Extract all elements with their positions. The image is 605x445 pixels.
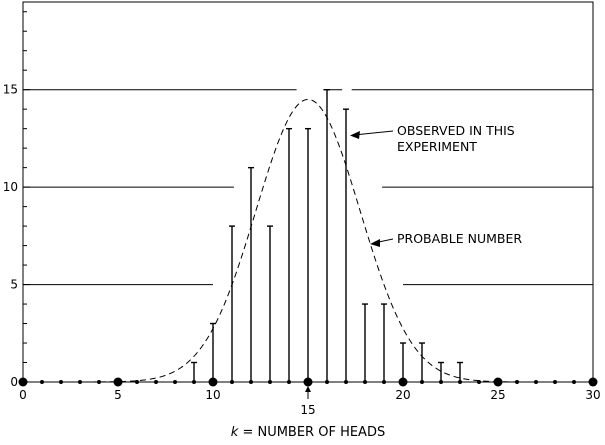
observed-point: [534, 380, 538, 384]
x-tick-label: 10: [205, 388, 220, 402]
observed-point: [230, 380, 234, 384]
observed-point: [18, 377, 28, 387]
x-tick-label: 20: [395, 388, 410, 402]
observed-point: [268, 380, 272, 384]
observed-point: [173, 380, 177, 384]
annotations: OBSERVED IN THIS EXPERIMENT PROBABLE NUM…: [350, 123, 522, 247]
observed-point: [303, 377, 313, 387]
x-marker-label: 15: [300, 403, 315, 417]
observed-point: [208, 377, 218, 387]
observed-point: [398, 377, 408, 387]
x-marker-arrow-head: [305, 386, 311, 392]
x-tick-label: 30: [585, 388, 600, 402]
observed-point: [192, 380, 196, 384]
observed-point: [572, 380, 576, 384]
observed-point: [439, 380, 443, 384]
y-tick-label: 15: [3, 83, 18, 97]
observed-point: [420, 380, 424, 384]
observed-point: [458, 380, 462, 384]
x-tick-label: 0: [19, 388, 27, 402]
observed-point: [113, 377, 123, 387]
observed-stems: [18, 88, 598, 387]
observed-point: [78, 380, 82, 384]
annotation-probable: PROBABLE NUMBER: [397, 231, 522, 246]
observed-point: [325, 380, 329, 384]
annotation-observed-arrowhead: [350, 131, 360, 139]
observed-point: [154, 380, 158, 384]
observed-point: [515, 380, 519, 384]
x-axis-label-var: k: [231, 425, 239, 440]
x-tick-label: 25: [490, 388, 505, 402]
y-tick-label: 5: [10, 278, 18, 292]
annotation-observed-arrow: [353, 130, 394, 136]
observed-point: [344, 380, 348, 384]
observed-point: [493, 377, 503, 387]
observed-point: [287, 380, 291, 384]
observed-point: [588, 377, 598, 387]
y-tick-label: 10: [3, 180, 18, 194]
observed-point: [382, 380, 386, 384]
annotation-probable-arrowhead: [370, 239, 380, 247]
x-axis-label: k = NUMBER OF HEADS: [231, 425, 385, 440]
observed-point: [363, 380, 367, 384]
observed-point: [477, 380, 481, 384]
x-tick-label: 5: [114, 388, 122, 402]
observed-point: [553, 380, 557, 384]
ticks: 0 5 10 15 0 5 10 20 25 30 15: [3, 11, 601, 417]
observed-point: [40, 380, 44, 384]
observed-point: [135, 380, 139, 384]
annotation-observed-line1: OBSERVED IN THIS: [397, 123, 515, 138]
observed-point: [97, 380, 101, 384]
observed-point: [249, 380, 253, 384]
x-axis-label-text: = NUMBER OF HEADS: [238, 425, 385, 440]
annotation-observed-line2: EXPERIMENT: [397, 139, 477, 154]
observed-point: [59, 380, 63, 384]
y-tick-label: 0: [10, 375, 18, 389]
